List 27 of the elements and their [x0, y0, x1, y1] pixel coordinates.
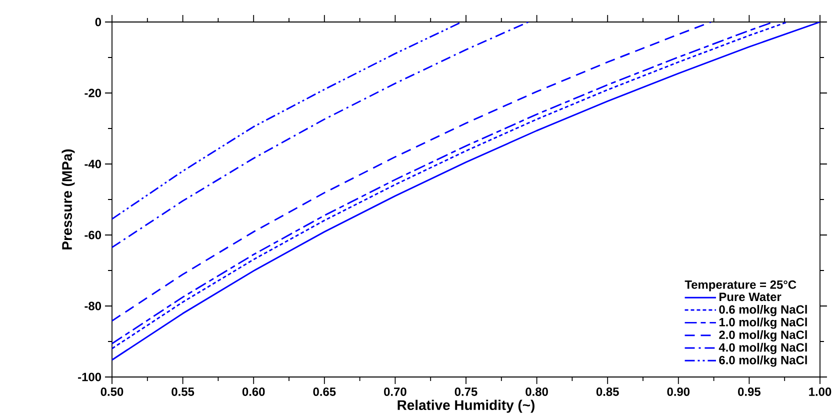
legend-label: 0.6 mol/kg NaCl	[719, 304, 807, 316]
legend-title: Temperature = 25°C	[684, 280, 796, 292]
y-tick-label: -20	[84, 88, 102, 98]
legend-label: 4.0 mol/kg NaCl	[718, 342, 807, 354]
x-tick-label: 0.85	[596, 387, 619, 396]
legend-label: Pure Water	[720, 292, 782, 302]
x-tick-label: 0.50	[100, 387, 124, 396]
line-series	[112, 22, 530, 248]
x-tick-label: 0.55	[172, 387, 194, 396]
legend-label: 1.0 mol/kg NaCl	[719, 318, 807, 329]
legend-label: 6.0 mol/kg NaCl	[719, 355, 807, 367]
y-tick-label: -80	[84, 302, 102, 310]
x-axis-title: Relative Humidity (~)	[398, 400, 534, 413]
x-tick-label: 0.70	[384, 387, 406, 396]
x-tick-label: 1.00	[809, 387, 832, 396]
x-tick-label: 0.60	[242, 387, 265, 396]
legend-label: 2.0 mol/kg NaCl	[719, 330, 807, 342]
y-tick-label: -100	[78, 372, 102, 382]
y-axis-title: Pressure (MPa)	[62, 149, 75, 250]
y-tick-label: -60	[84, 230, 102, 240]
x-tick-label: 0.95	[738, 387, 760, 396]
y-tick-label: 0	[95, 18, 102, 26]
y-tick-label: -40	[84, 160, 102, 168]
x-tick-label: 0.75	[454, 387, 478, 396]
x-tick-label: 0.90	[667, 387, 690, 396]
x-tick-label: 0.80	[526, 387, 548, 396]
x-tick-label: 0.65	[313, 387, 336, 396]
